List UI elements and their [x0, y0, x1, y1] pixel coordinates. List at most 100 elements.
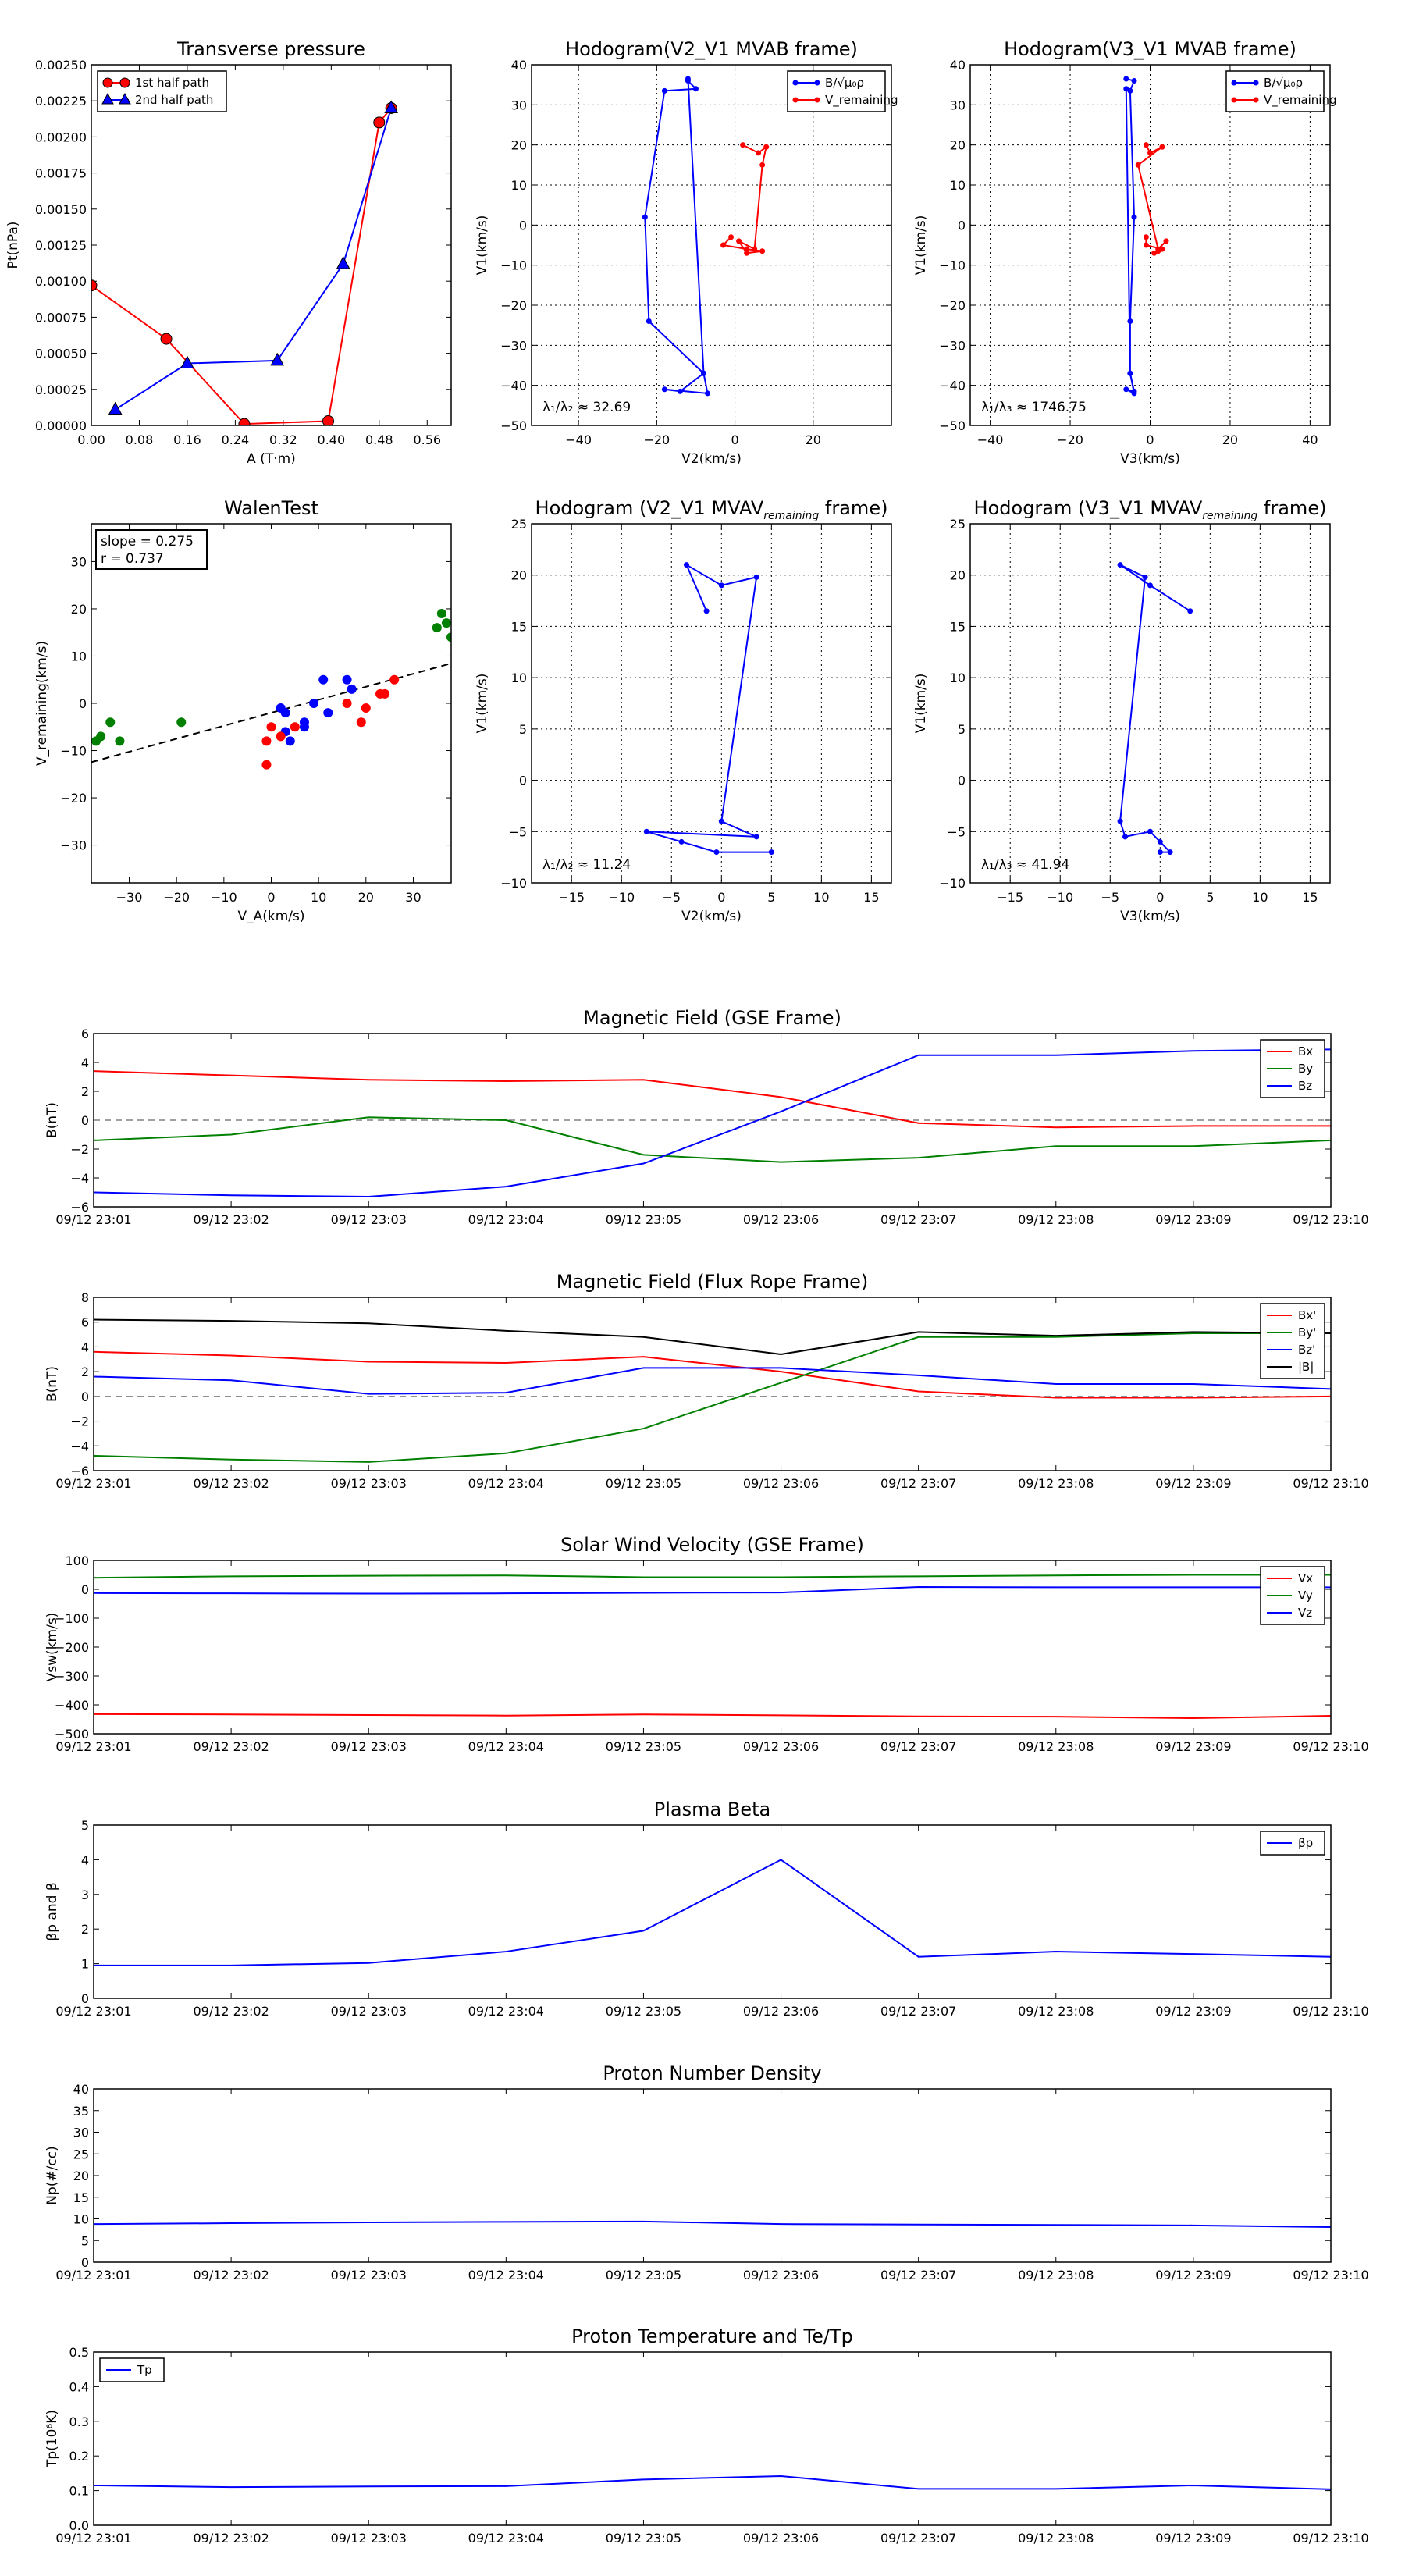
- data-point: [108, 401, 123, 415]
- x-tick-label: 09/12 23:09: [1155, 1739, 1231, 1754]
- x-tick-label: 15: [863, 890, 879, 905]
- legend-box: [1225, 70, 1325, 112]
- y-axis-label: βp and β: [44, 1882, 60, 1941]
- y-tick-label: 15: [73, 2190, 89, 2205]
- y-tick-label: 5: [519, 722, 527, 737]
- series-line-Tp: [94, 2475, 1331, 2490]
- x-tick-label: 0.40: [318, 432, 346, 447]
- scatter-point: [446, 632, 451, 642]
- x-tick-label: 0: [1146, 432, 1154, 447]
- data-point: [1157, 849, 1163, 856]
- x-tick-label: 09/12 23:07: [880, 2268, 956, 2282]
- y-tick-label: 4: [81, 1852, 89, 1867]
- y-tick-label: 0.00100: [35, 274, 87, 289]
- y-tick-label: 0.2: [69, 2449, 89, 2464]
- x-tick-label: 20: [806, 432, 821, 447]
- data-point: [322, 415, 334, 425]
- x-tick-label: 09/12 23:03: [331, 1739, 407, 1754]
- x-axis-label: V3(km/s): [1120, 451, 1180, 467]
- data-point: [759, 162, 766, 168]
- panel-solar_wind_velocity: −500 −400 −300 −200 −100 0 100 09/12 23:01 09/12…: [44, 1534, 1369, 1754]
- y-axis-label: Tp(10⁶K): [44, 2410, 60, 2468]
- x-tick-label: 09/12 23:01: [55, 1212, 131, 1227]
- data-point: [1143, 242, 1149, 248]
- scatter-point: [261, 736, 272, 746]
- title-subscript: remaining: [1202, 510, 1257, 522]
- series-group: [1117, 562, 1193, 856]
- scatter-point: [280, 708, 290, 718]
- y-tick-label: 0: [81, 2255, 89, 2270]
- x-tick-label: 0: [267, 890, 275, 905]
- data-point: [1123, 76, 1129, 82]
- data-point: [700, 370, 706, 376]
- y-tick-label: 0.00150: [35, 202, 87, 217]
- chart-title: Magnetic Field (GSE Frame): [583, 1007, 841, 1029]
- y-axis-label: B(nT): [44, 1366, 60, 1402]
- x-tick-label: 10: [1252, 890, 1268, 905]
- series-line-By': [94, 1332, 1331, 1463]
- y-tick-label: 10: [511, 671, 527, 685]
- stats-text: r = 0.737: [101, 551, 164, 567]
- y-tick-label: 0.00125: [35, 238, 87, 253]
- scatter-point: [299, 722, 309, 732]
- series-line-0: [1119, 564, 1191, 853]
- data-point: [1143, 234, 1149, 240]
- chart-title: Hodogram(V3_V1 MVAB frame): [1004, 38, 1297, 60]
- series-group: [94, 1318, 1331, 1463]
- y-tick-label: −2: [70, 1142, 89, 1157]
- data-point: [1123, 86, 1129, 92]
- y-tick-label: 25: [73, 2147, 89, 2161]
- scatter-point: [432, 623, 442, 633]
- y-tick-label: 10: [511, 178, 527, 193]
- y-tick-label: 0: [81, 1582, 89, 1597]
- y-tick-label: −40: [500, 379, 527, 393]
- y-axis-label: Pt(nPa): [5, 222, 21, 269]
- y-tick-label: 40: [73, 2082, 89, 2097]
- x-tick-label: 0: [717, 890, 725, 905]
- y-tick-label: 30: [73, 2126, 89, 2140]
- y-tick-label: 0.4: [69, 2379, 89, 2394]
- x-tick-label: 09/12 23:05: [606, 1212, 681, 1227]
- y-tick-label: 0: [519, 774, 527, 788]
- y-tick-label: 8: [81, 1290, 89, 1305]
- x-tick-label: −10: [211, 890, 237, 905]
- y-tick-label: −4: [70, 1171, 89, 1186]
- title-end: frame): [819, 497, 887, 519]
- legend-label: B/√μ₀ρ: [1264, 76, 1303, 90]
- data-point: [1117, 818, 1123, 824]
- data-point: [1147, 828, 1153, 834]
- x-tick-label: 0.56: [413, 432, 441, 447]
- x-tick-label: 09/12 23:03: [331, 1476, 407, 1491]
- x-tick-label: 09/12 23:04: [468, 2531, 544, 2546]
- chart-title: Proton Temperature and Te/Tp: [571, 2325, 853, 2347]
- x-tick-label: 09/12 23:06: [743, 1739, 819, 1754]
- legend-marker: [101, 92, 114, 105]
- x-tick-label: 09/12 23:08: [1018, 1476, 1094, 1491]
- data-point: [759, 248, 766, 254]
- series-group: [91, 100, 398, 425]
- data-point: [1131, 214, 1137, 220]
- x-tick-label: 09/12 23:07: [880, 1212, 956, 1227]
- legend-marker: [1253, 80, 1259, 86]
- y-tick-label: 0: [81, 1991, 89, 2006]
- chart-title: Hodogram(V2_V1 MVAB frame): [565, 38, 858, 60]
- data-point: [713, 849, 720, 856]
- y-tick-label: 30: [950, 98, 966, 112]
- y-tick-label: 25: [511, 517, 527, 532]
- x-tick-label: 09/12 23:05: [606, 2268, 681, 2282]
- x-tick-label: −40: [565, 432, 592, 447]
- stats-box: [95, 529, 208, 570]
- x-tick-label: 09/12 23:08: [1018, 2531, 1094, 2546]
- data-point: [1142, 574, 1148, 580]
- data-point: [384, 100, 398, 113]
- y-tick-label: 0: [958, 774, 966, 788]
- series-group: [94, 1048, 1331, 1198]
- x-axis-label: V2(km/s): [681, 451, 742, 467]
- data-point: [238, 418, 251, 425]
- x-tick-label: 09/12 23:04: [468, 2004, 544, 2019]
- y-tick-label: 30: [71, 554, 87, 569]
- x-tick-label: 09/12 23:04: [468, 1739, 544, 1754]
- x-tick-label: 09/12 23:03: [331, 2268, 407, 2282]
- series-line-Bx: [94, 1070, 1331, 1129]
- chart-title: Transverse pressure: [176, 38, 365, 60]
